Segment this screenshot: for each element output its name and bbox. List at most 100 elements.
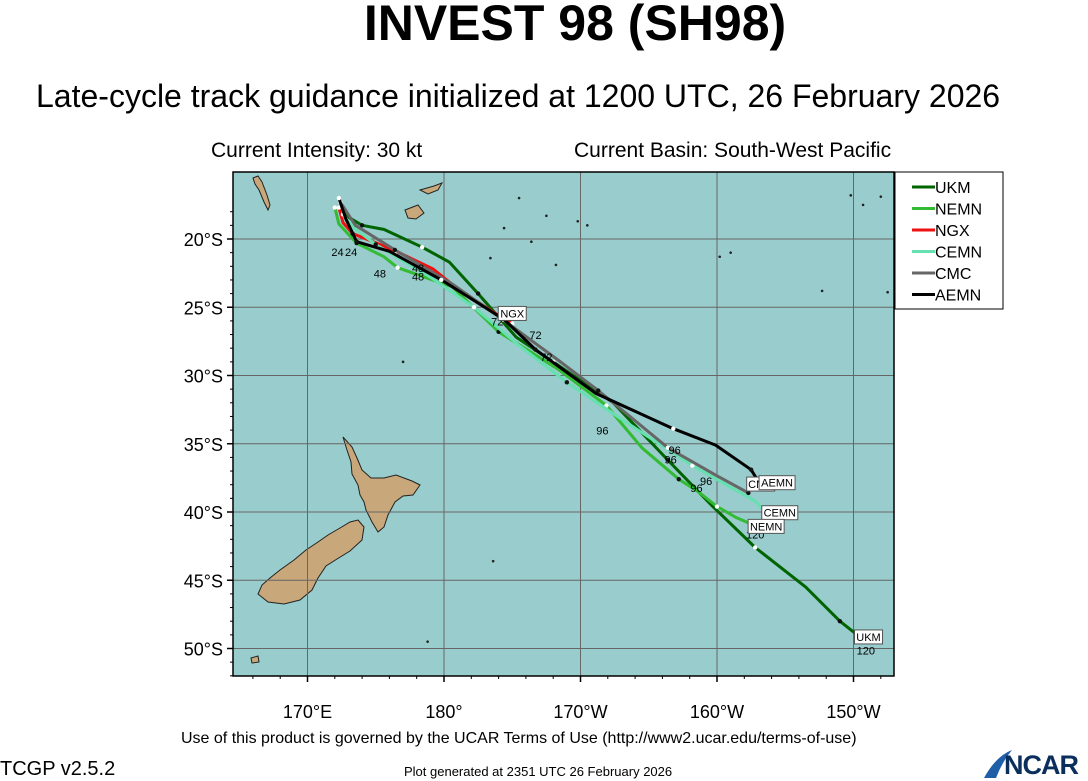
track-point [475,291,481,296]
island-dot [929,341,932,344]
lat-label: 25°S [184,298,223,318]
model-label-box [497,305,527,321]
track-point [336,205,342,210]
lon-label: 170°E [283,702,332,722]
island-dot [426,640,429,643]
hour-label: 96 [690,483,702,495]
track-point [665,457,671,463]
track-point [753,545,758,550]
track-point [837,619,843,624]
fiji-islands [404,182,444,220]
island-dot [886,290,889,294]
new-zealand-north-island [342,436,421,533]
track-point [439,277,444,283]
lon-label: 160°W [690,702,744,722]
model-label-text: CEMN [764,508,796,520]
lon-label: 150°W [826,702,880,722]
lat-label: 45°S [184,571,223,591]
generated-timestamp: Plot generated at 2351 UTC 26 February 2… [404,764,673,779]
track-point [714,504,720,509]
hour-label: 48 [412,271,424,283]
model-label-box [758,475,796,491]
track-point [395,265,400,270]
page-subtitle: Late-cycle track guidance initialized at… [36,78,1001,114]
page-title: INVEST 98 (SH98) [363,0,787,51]
island-dot [554,263,558,267]
legend-label: UKM [935,180,971,197]
ncar-swoosh-icon [984,750,1012,778]
island-dot [576,219,580,223]
island-dot [545,214,548,218]
hour-label: 72 [529,330,541,342]
island-dot [517,196,521,200]
track-point [564,380,570,385]
stewart-island [250,655,260,664]
track-cmc [339,201,750,495]
axis-ticks: 20°S 25°S 30°S 35°S 40°S 45°S 50°S 170°E 180° 170… [184,211,882,722]
lat-label: 30°S [184,367,223,387]
map-frame [232,171,895,677]
track-point [671,426,676,431]
legend-label: NEMN [935,202,982,219]
small-islands [401,194,932,643]
hour-label: 48 [412,263,424,275]
new-zealand-south-island [257,519,365,605]
legend: UKM NEMN NGX CEMN CMC AEMN [894,171,1004,310]
island-dot [820,289,824,293]
track-point [336,195,342,201]
lat-label: 40°S [184,503,223,523]
island-dot [491,559,495,563]
legend-label: NGX [935,223,970,240]
track-point [746,490,751,496]
vanuatu-islands [252,175,271,212]
hour-label: 48 [374,269,386,281]
lon-label: 180° [425,702,462,722]
track-point [690,463,695,468]
track-point [471,305,477,310]
island-dot [718,255,722,259]
island-dot [586,224,589,227]
track-point [392,247,398,253]
island-dot [849,194,853,197]
end-hour-label: 120 [857,646,875,658]
current-basin: Current Basin: South-West Pacific [574,139,892,162]
hour-label: 96 [669,445,681,457]
hour-label: 72 [540,352,552,364]
current-intensity: Current Intensity: 30 kt [211,139,423,162]
version-label: TCGP v2.5.2 [0,758,116,780]
legend-label: CMC [935,266,971,283]
track-point [748,467,754,472]
track-aemn [337,197,764,489]
track-point [419,244,425,250]
island-dot [401,360,405,364]
ncar-logo-text: NCAR [1004,750,1079,780]
island-dot [489,256,492,260]
island-dot [729,251,732,254]
legend-label: CEMN [935,245,982,262]
hour-label: 96 [664,454,676,466]
track-point [359,223,365,228]
ncar-logo: NCAR [982,748,1088,780]
hour-label: 96 [596,426,608,438]
track-point [533,347,538,352]
track-point [596,388,601,393]
lon-label: 170°W [553,702,607,722]
ocean-background [233,172,894,676]
model-label-box [747,518,785,534]
model-label-text: UKM [856,632,880,644]
hour-label: 24 [345,247,357,259]
terms-of-use: Use of this product is governed by the U… [181,730,857,747]
model-end-labels: UKMNGXCMCAEMNCEMNNEMN [497,305,884,645]
model-label-box [854,629,884,645]
track-nemn [333,207,756,528]
legend-box [894,171,1004,310]
model-label-text: AEMN [761,478,793,490]
island-dot [530,240,533,244]
model-label-text: NGX [500,308,525,320]
island-dot [502,226,506,230]
island-dot [861,203,865,207]
hour-label: 96 [700,476,712,488]
lat-label: 20°S [184,230,223,250]
track-point [332,205,337,210]
hour-label: 24 [331,247,343,259]
